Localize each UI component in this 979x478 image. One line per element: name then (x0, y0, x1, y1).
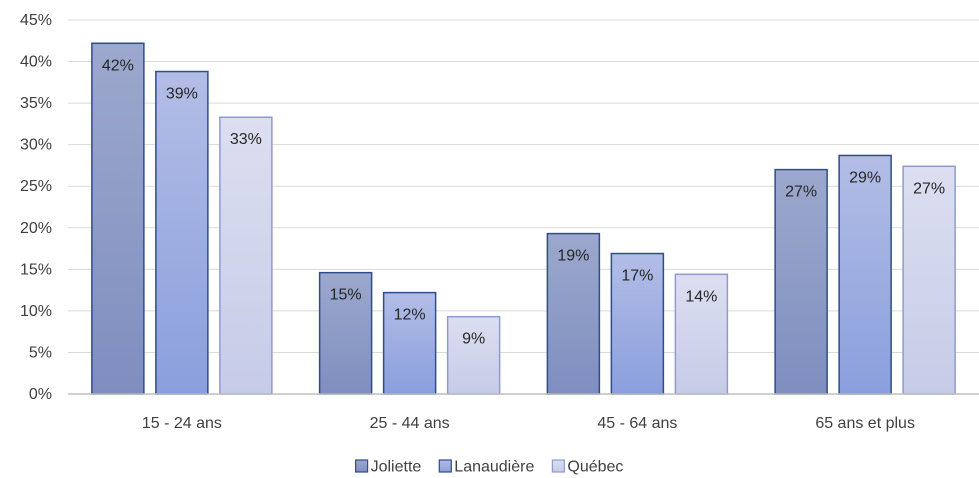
category-label: 25 - 44 ans (370, 415, 450, 432)
bar-qu-bec-1 (219, 116, 273, 395)
bar-qu-bec-4 (902, 165, 956, 395)
y-tick-label: 35% (20, 95, 52, 112)
y-tick-label: 40% (20, 54, 52, 71)
y-axis-tick-labels: 0% 5% 10% 15% 20% 25% 30% 35% 40% 45% (20, 12, 52, 403)
legend-label: Joliette (371, 459, 422, 476)
category-label: 15 - 24 ans (142, 415, 222, 432)
y-tick-label: 30% (20, 137, 52, 154)
bar-lanaudi-re-4 (838, 154, 892, 395)
data-label: 9% (462, 331, 485, 348)
bars (91, 42, 956, 395)
legend-swatch (438, 459, 452, 473)
data-label: 17% (621, 268, 653, 285)
legend-item: Québec (551, 459, 623, 476)
bar-joliette-4 (774, 168, 828, 395)
y-tick-label: 0% (29, 386, 52, 403)
y-tick-label: 10% (20, 303, 52, 320)
category-label: 65 ans et plus (815, 415, 915, 432)
bar-joliette-2 (318, 271, 373, 395)
bar-lanaudi-re-1 (155, 70, 209, 395)
y-tick-label: 45% (20, 12, 52, 29)
data-label: 27% (913, 180, 945, 197)
data-label: 42% (102, 57, 134, 74)
data-label: 14% (685, 288, 717, 305)
category-label: 45 - 64 ans (597, 415, 677, 432)
data-label: 27% (785, 184, 817, 201)
data-label: 19% (557, 248, 589, 265)
legend: Joliette Lanaudière Québec (354, 459, 623, 476)
legend-label: Québec (567, 459, 623, 476)
legend-item: Lanaudière (438, 459, 534, 476)
data-label: 12% (394, 307, 426, 324)
y-tick-label: 25% (20, 178, 52, 195)
y-tick-label: 5% (29, 344, 52, 361)
data-label: 39% (166, 86, 198, 103)
bar-joliette-1 (91, 42, 145, 395)
legend-swatch (354, 459, 369, 473)
y-tick-label: 20% (20, 220, 52, 237)
y-tick-label: 15% (20, 261, 52, 278)
legend-swatch (551, 459, 565, 473)
legend-label: Lanaudière (454, 459, 534, 476)
data-label: 15% (330, 287, 362, 304)
legend-item: Joliette (354, 459, 422, 476)
x-axis-category-labels: 15 - 24 ans 25 - 44 ans 45 - 64 ans 65 ans … (142, 415, 915, 432)
data-label: 33% (230, 131, 262, 148)
data-labels: 42% 39% 33% 15% 12% 9% 19% 17% 14% 27% 29% 27% (102, 57, 945, 347)
bar-qu-bec-2 (446, 315, 501, 395)
data-label: 29% (849, 169, 881, 186)
